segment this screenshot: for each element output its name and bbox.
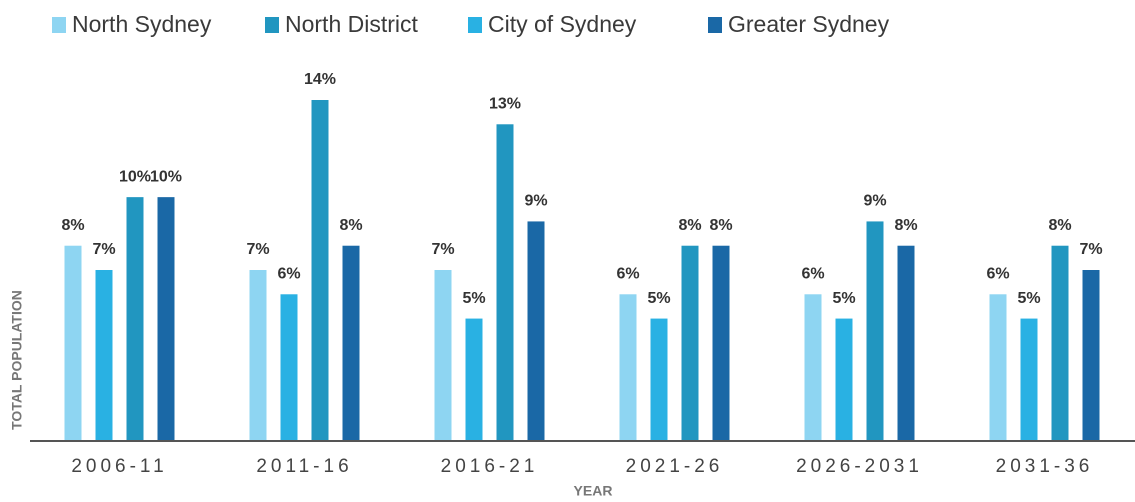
bar — [804, 294, 822, 440]
value-label: 10% — [119, 168, 151, 185]
value-label: 8% — [709, 217, 732, 234]
bar — [280, 294, 298, 440]
value-label: 8% — [339, 217, 362, 234]
bar — [897, 245, 915, 440]
bar — [835, 318, 853, 440]
legend-label: City of Sydney — [488, 11, 637, 37]
value-label: 8% — [894, 217, 917, 234]
bar — [681, 245, 699, 440]
legend-label: North District — [285, 11, 419, 37]
bar — [311, 100, 329, 440]
bar — [95, 270, 113, 440]
value-label: 7% — [246, 241, 269, 258]
x-tick-label: 2016-21 — [441, 456, 539, 477]
x-tick-label: 2031-36 — [996, 456, 1094, 477]
value-label: 9% — [524, 193, 547, 210]
bar — [619, 294, 637, 440]
bar — [1020, 318, 1038, 440]
bar — [866, 221, 884, 440]
value-label: 8% — [1048, 217, 1071, 234]
bar — [157, 197, 175, 440]
bar — [434, 270, 452, 440]
legend-swatch — [52, 17, 66, 33]
x-tick-label: 2021-26 — [626, 456, 724, 477]
value-label: 7% — [431, 241, 454, 258]
value-label: 5% — [647, 290, 670, 307]
y-axis-label: TOTAL POPULATION — [9, 290, 25, 430]
legend-label: Greater Sydney — [728, 11, 890, 37]
x-axis-label: YEAR — [574, 483, 613, 499]
value-label: 6% — [277, 266, 300, 283]
value-label: 5% — [1017, 290, 1040, 307]
legend-swatch — [708, 17, 722, 33]
bar — [496, 124, 514, 441]
bar — [342, 245, 360, 440]
value-label: 6% — [986, 266, 1009, 283]
bar — [126, 197, 144, 440]
bar — [527, 221, 545, 440]
value-label: 8% — [61, 217, 84, 234]
value-label: 9% — [863, 193, 886, 210]
x-tick-label: 2011-16 — [256, 456, 352, 477]
value-label: 10% — [150, 168, 182, 185]
x-tick-label: 2006-11 — [71, 456, 167, 477]
bar — [989, 294, 1007, 440]
value-label: 7% — [92, 241, 115, 258]
value-label: 8% — [678, 217, 701, 234]
legend-swatch — [468, 17, 482, 33]
value-label: 6% — [616, 266, 639, 283]
value-label: 6% — [801, 266, 824, 283]
x-tick-label: 2026-2031 — [796, 456, 923, 477]
value-label: 13% — [489, 96, 521, 113]
bar — [650, 318, 668, 440]
bar — [64, 245, 82, 440]
value-label: 5% — [462, 290, 485, 307]
value-label: 5% — [832, 290, 855, 307]
legend-swatch — [265, 17, 279, 33]
bar — [249, 270, 267, 440]
bar — [1051, 245, 1069, 440]
bar — [712, 245, 730, 440]
value-label: 7% — [1079, 241, 1102, 258]
bar — [465, 318, 483, 440]
value-label: 14% — [304, 71, 336, 88]
bar — [1082, 270, 1100, 440]
legend-label: North Sydney — [72, 11, 212, 37]
